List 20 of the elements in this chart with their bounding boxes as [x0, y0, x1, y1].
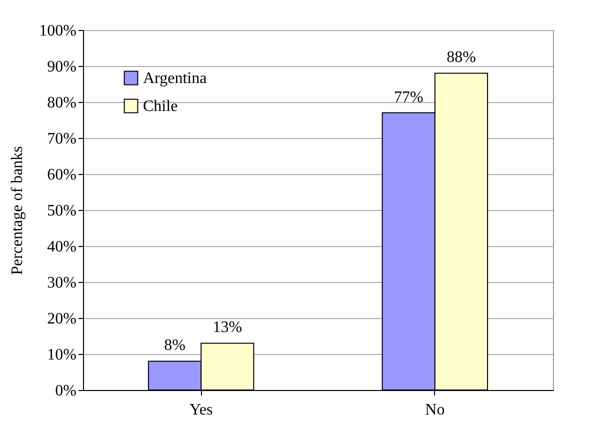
y-axis-title: Percentage of banks	[9, 146, 26, 275]
x-tick-label: Yes	[189, 402, 213, 418]
y-tick-label: 100%	[39, 22, 76, 40]
y-tick-label: 0%	[55, 382, 76, 400]
y-tick-label: 70%	[47, 130, 76, 148]
y-tick-label: 30%	[47, 274, 76, 292]
data-label: 77%	[394, 88, 424, 106]
y-tick-label: 10%	[47, 346, 76, 364]
x-tick-label: No	[425, 402, 445, 418]
legend-label: Chile	[143, 98, 178, 115]
data-label: 88%	[446, 49, 476, 66]
y-tick-label: 20%	[47, 310, 76, 328]
data-label: 13%	[212, 319, 242, 336]
y-tick-label: 60%	[47, 166, 76, 184]
y-tick-label: 50%	[47, 202, 76, 220]
legend-label: Argentina	[143, 70, 207, 87]
y-tick-label: 80%	[47, 94, 76, 112]
data-label: 8%	[164, 337, 186, 354]
y-tick-label: 40%	[47, 238, 76, 256]
y-tick-label: 90%	[47, 58, 76, 76]
